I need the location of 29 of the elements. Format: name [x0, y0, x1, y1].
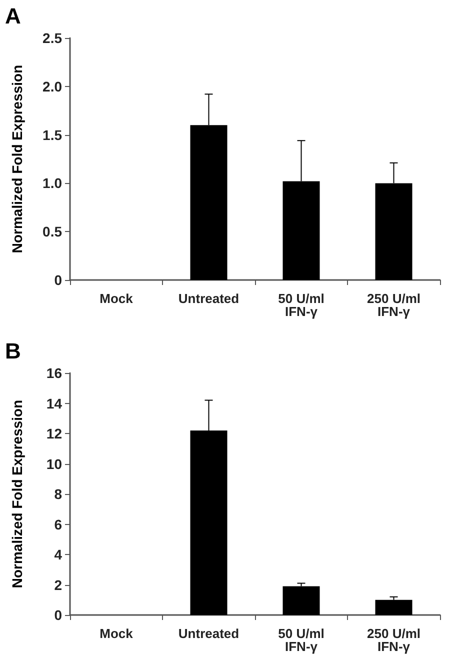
x-tick-label: Untreated: [178, 626, 240, 641]
x-tick-label: Untreated: [178, 291, 240, 306]
chart-title: B: [5, 338, 21, 364]
bar: [375, 600, 412, 615]
chart-title: A: [5, 4, 21, 28]
x-tick-label: 250 U/ml IFN-γ: [367, 291, 420, 319]
y-tick-label: 2.5: [42, 30, 62, 46]
y-tick-label: 4: [54, 546, 62, 562]
y-tick-label: 12: [46, 426, 62, 442]
x-tick-label: 50 U/ml IFN-γ: [278, 291, 324, 319]
x-tick-label: 50 U/ml IFN-γ: [278, 626, 324, 654]
y-tick-label: 0: [54, 272, 62, 288]
bar: [282, 586, 320, 615]
y-tick-label: 16: [46, 365, 62, 381]
y-tick-label: 14: [46, 395, 62, 412]
y-tick-label: 8: [54, 486, 62, 502]
x-tick-label: 250 U/ml IFN-γ: [367, 626, 420, 654]
y-tick-label: 10: [46, 456, 62, 472]
y-tick-label: 0.5: [42, 224, 62, 240]
y-axis-title: Normalized Fold Expression: [9, 400, 25, 588]
y-tick-label: 6: [54, 516, 62, 532]
x-tick-label: Mock: [100, 291, 134, 306]
x-tick-label: Mock: [100, 626, 134, 641]
y-tick-label: 1.0: [42, 175, 62, 192]
y-tick-label: 2: [54, 576, 62, 593]
y-tick-label: 0: [54, 607, 62, 623]
y-axis-title: Normalized Fold Expression: [9, 64, 25, 254]
y-tick-label: 1.5: [42, 126, 62, 143]
y-tick-label: 2.0: [42, 78, 62, 94]
